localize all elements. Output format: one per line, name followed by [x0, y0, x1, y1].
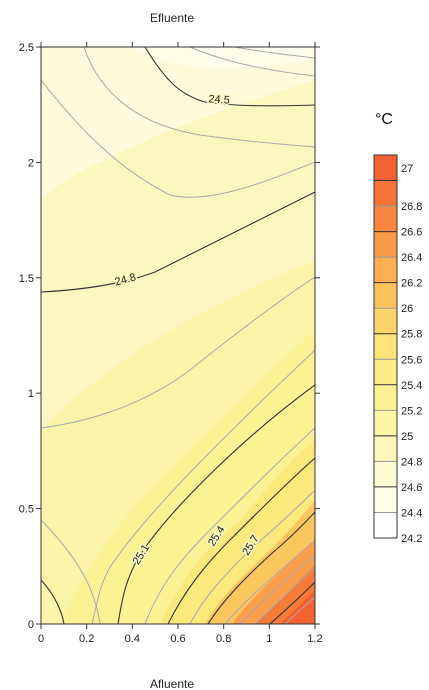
colorbar-swatch	[374, 333, 397, 360]
colorbar-label: 25.4	[401, 380, 422, 392]
colorbar-label: 26.8	[401, 201, 422, 213]
contour-line-24-8	[41, 191, 315, 293]
colorbar-label: 26.6	[401, 227, 422, 239]
y-axis: 0 0.5 1 1.5 2 2.5	[19, 42, 320, 631]
colorbar-swatch	[374, 359, 397, 386]
contour-line	[41, 519, 101, 624]
fill-zone-top-right	[41, 47, 315, 200]
contour-line	[144, 427, 315, 624]
colorbar-label: 26.4	[401, 252, 422, 264]
y-tick-label: 2.5	[19, 42, 34, 54]
colorbar-label: 27	[401, 163, 413, 175]
y-tick-label: 1.5	[19, 273, 34, 285]
colorbar-title: °C	[375, 111, 393, 128]
colorbar-swatch	[374, 155, 397, 182]
colorbar-swatch	[374, 384, 397, 411]
x-tick-label: 0.2	[79, 633, 94, 645]
x-axis: 0 0.2 0.4 0.6 0.8 1 1.2	[38, 42, 323, 645]
colorbar-label: 24.8	[401, 456, 422, 468]
contour-line	[284, 596, 315, 624]
colorbar-swatch	[374, 486, 397, 513]
x-tick-label: 1	[266, 633, 272, 645]
contour-line-25-7	[207, 511, 315, 624]
colorbar-label: 25.6	[401, 354, 422, 366]
colorbar-swatch	[374, 180, 397, 207]
colorbar-swatch	[374, 257, 397, 284]
contour-line-25-1	[117, 384, 315, 624]
contour-line-25-4	[167, 457, 315, 624]
colorbar-label: 25.8	[401, 329, 422, 341]
colorbar-label: 24.2	[401, 533, 422, 545]
contour-line	[269, 581, 315, 624]
colorbar-swatch	[374, 435, 397, 462]
colorbar-swatch	[374, 410, 397, 437]
colorbar-frame	[373, 154, 398, 539]
contour-line	[41, 579, 65, 624]
colorbar-label: 24.4	[401, 507, 422, 519]
y-tick-label: 1	[28, 388, 34, 400]
colorbar-swatch	[374, 206, 397, 233]
x-tick-label: 0.6	[170, 633, 185, 645]
colorbar-swatch	[374, 231, 397, 258]
colorbar-cells: 24.2 24.4 24.6 24.8 25 25.2 25.4 25.6 25.8 26 26.2…	[374, 155, 422, 545]
colorbar-swatch	[374, 512, 397, 539]
contour-line	[91, 349, 315, 624]
colorbar-swatch	[374, 308, 397, 335]
colorbar-swatch	[374, 461, 397, 488]
colorbar-label: 25.2	[401, 405, 422, 417]
contour-line-24-5	[144, 47, 315, 107]
contour-line	[234, 47, 315, 59]
y-tick-label: 0	[28, 619, 34, 631]
y-tick-label: 0.5	[19, 504, 34, 516]
contour-line	[189, 489, 315, 624]
contour-label: 24.5	[208, 93, 230, 106]
chart-title: Efluente	[150, 11, 194, 25]
contour-line	[239, 554, 315, 624]
x-tick-label: 0	[38, 633, 44, 645]
x-tick-label: 0.8	[216, 633, 231, 645]
contour-line	[189, 47, 315, 77]
fill-zone-27	[280, 590, 315, 624]
y-tick-label: 2	[28, 157, 34, 169]
contour-line	[83, 47, 315, 148]
contour-line	[254, 567, 315, 624]
colorbar-label: 26	[401, 303, 413, 315]
colorbar-label: 24.6	[401, 482, 422, 494]
colorbar-label: 25	[401, 431, 413, 443]
contour-line	[41, 276, 315, 429]
x-tick-label: 0.4	[125, 633, 140, 645]
contour-line	[41, 79, 315, 198]
colorbar-swatch	[374, 282, 397, 309]
x-tick-label: 1.2	[307, 633, 322, 645]
plot-area: 24.524.825.125.4 25.7	[40, 46, 316, 625]
contour-lines	[41, 47, 315, 624]
colorbar-label: 26.2	[401, 278, 422, 290]
x-axis-label: Afluente	[150, 677, 194, 690]
contour-line	[224, 539, 315, 624]
colorbar: °C 24.224.424.624.82525.225.425.625.8262…	[373, 111, 422, 545]
